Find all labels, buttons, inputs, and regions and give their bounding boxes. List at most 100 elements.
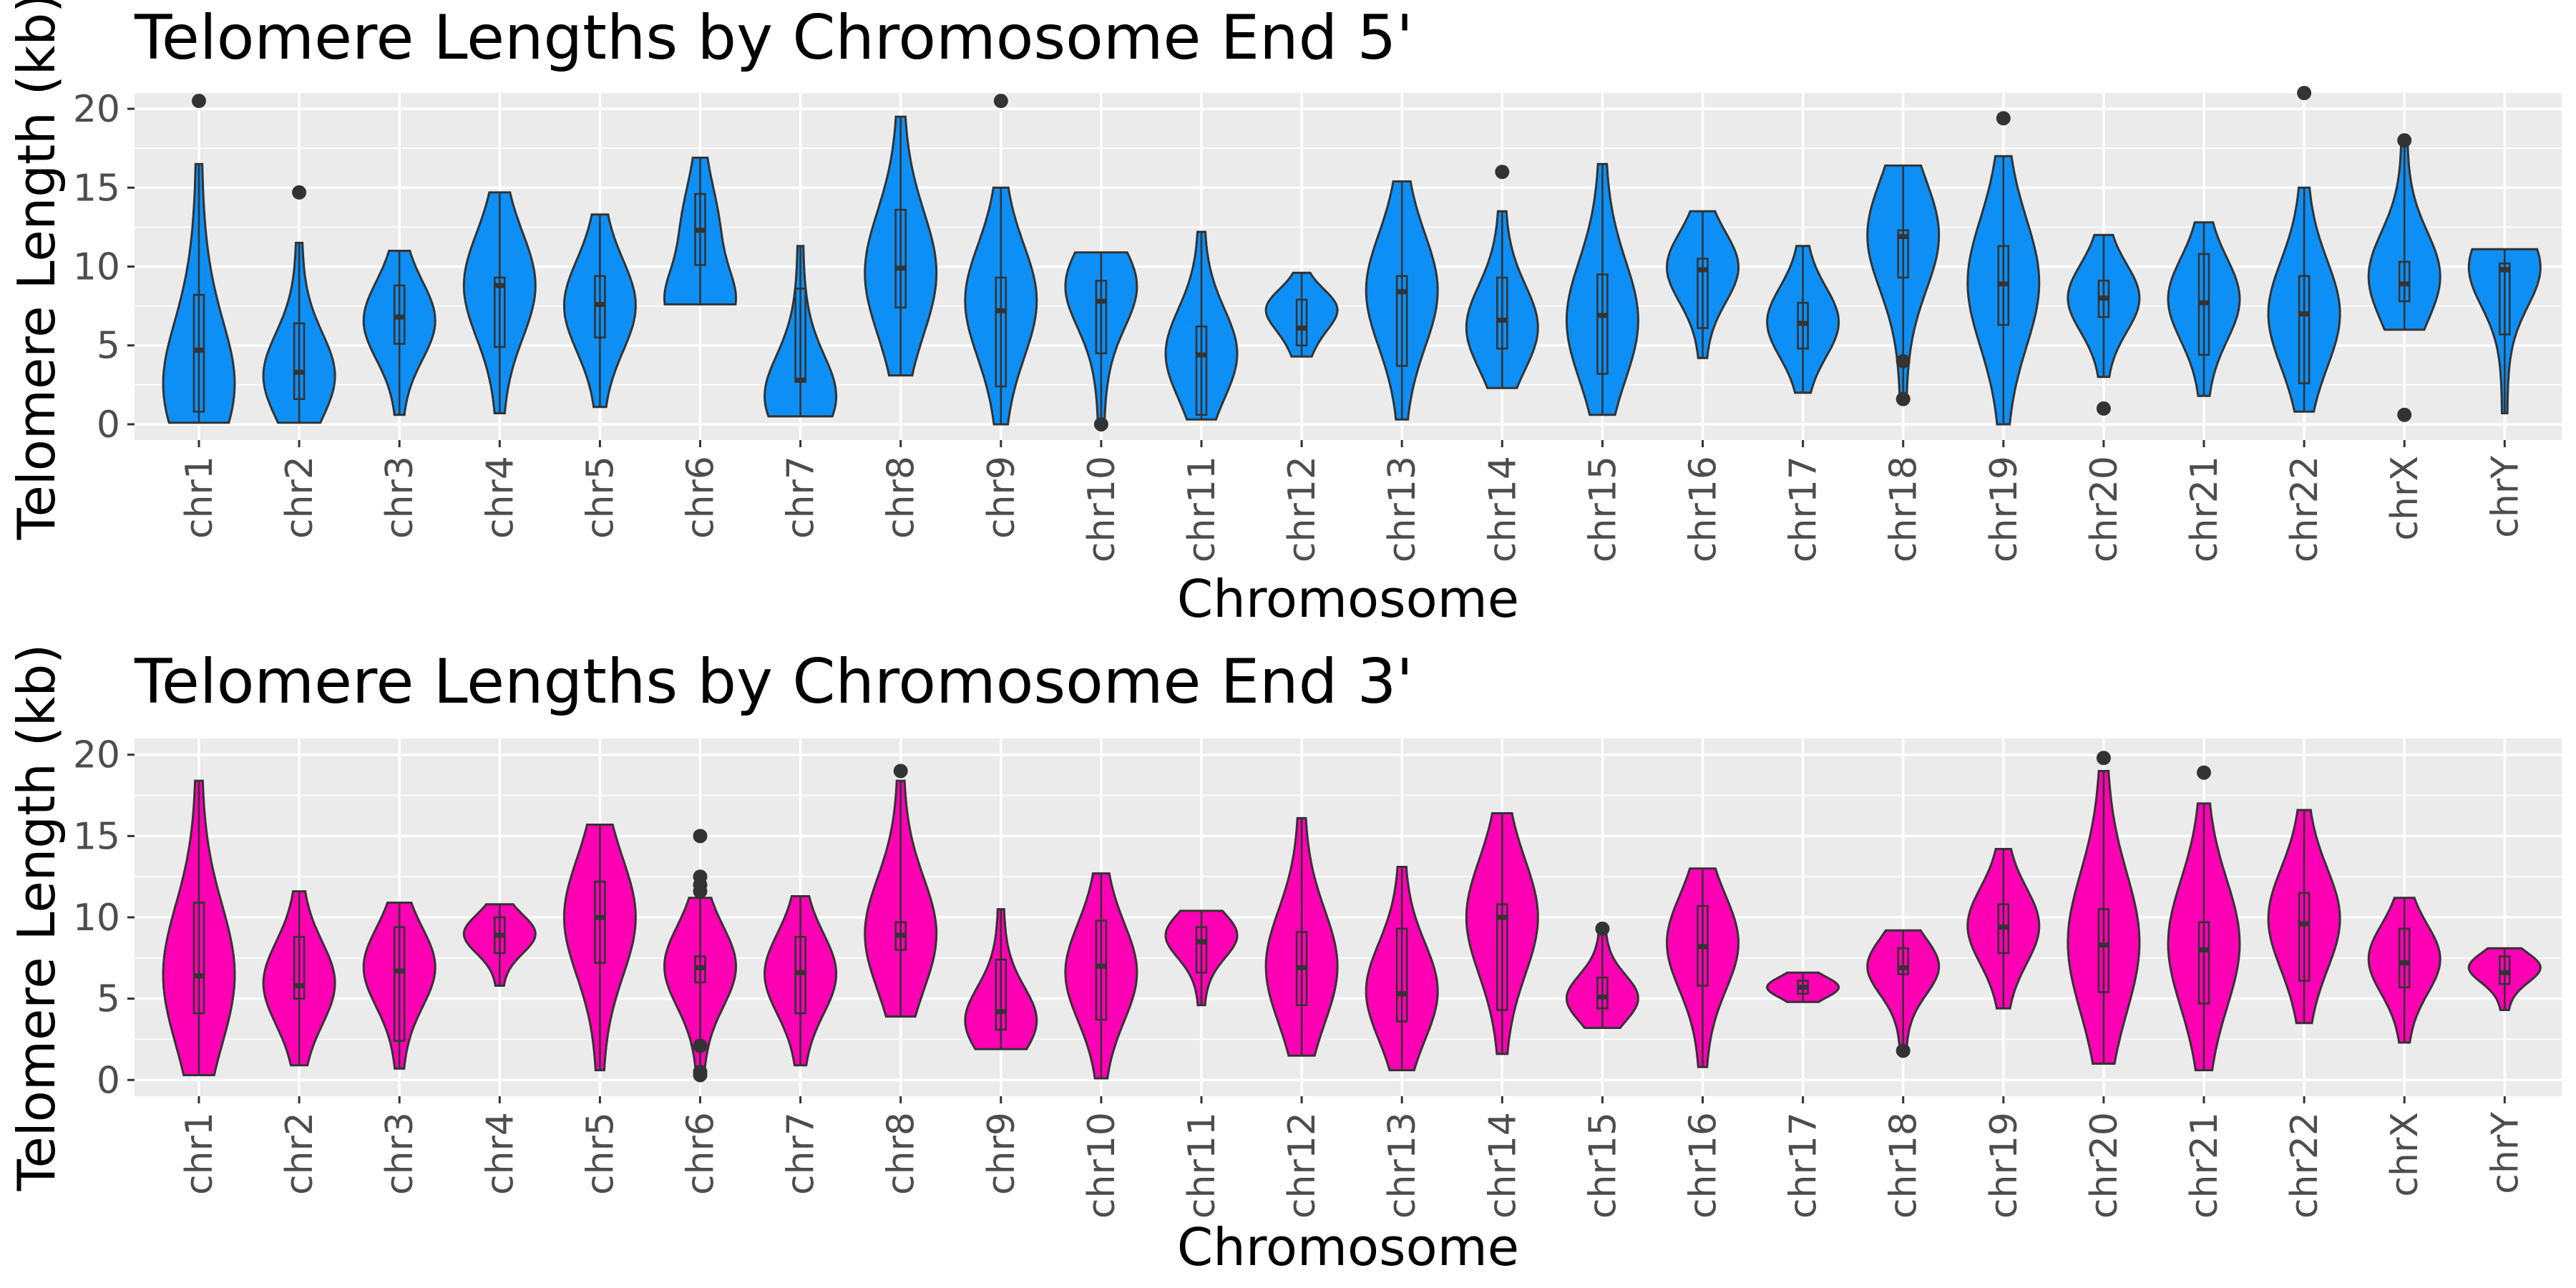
x-tick-label: chr2 [278, 1112, 321, 1195]
violin-group-chr2-5prime [262, 185, 336, 424]
violin-group-chr14-3prime [1465, 812, 1539, 1055]
x-tick-label: chr18 [1883, 456, 1926, 562]
box-chr9 [995, 276, 1008, 388]
outlier-point [2096, 751, 2111, 766]
y-tick-label: 5 [97, 978, 120, 1021]
x-tick-label: chr12 [1281, 1112, 1324, 1219]
violin-group-chr3-5prime [362, 250, 436, 416]
box-chr13 [1395, 927, 1408, 1023]
x-tick-label: chr20 [2083, 456, 2126, 562]
chart-title-5prime: Telomere Lengths by Chromosome End 5' [134, 2, 1413, 74]
violin-group-chr20-3prime [2067, 751, 2141, 1065]
outlier-point [693, 829, 708, 844]
x-tick-label: chr4 [479, 456, 522, 539]
violin-group-chr7-3prime [763, 895, 838, 1067]
x-tick-label: chr6 [680, 456, 723, 539]
outlier-point [2397, 407, 2412, 422]
y-tick-label: 5 [97, 325, 120, 368]
x-tick-label: chr8 [880, 1112, 923, 1195]
violin-group-chr13-3prime [1365, 866, 1439, 1072]
x-tick-label: chr17 [1782, 456, 1825, 562]
violin-group-chr8-5prime [864, 115, 938, 377]
y-tick-label: 0 [97, 1059, 120, 1102]
violin-group-chr17-5prime [1766, 245, 1840, 394]
violin-group-chr18-5prime [1866, 164, 1941, 406]
x-tick-label: chr13 [1381, 1112, 1424, 1219]
outlier-point [1093, 416, 1108, 431]
box-chr8 [894, 208, 907, 309]
box-chrX [2398, 927, 2411, 989]
x-tick-label: chr9 [980, 456, 1023, 539]
box-chr18 [1897, 947, 1909, 975]
x-tick-label: chr15 [1581, 456, 1624, 562]
chart-panel-5prime: Telomere Lengths by Chromosome End 5' 0 5… [6, 0, 2562, 629]
x-tick-label: chr20 [2083, 1112, 2126, 1219]
box-chr13 [1395, 275, 1408, 367]
x-tick-label: chr10 [1080, 456, 1123, 562]
outlier-point [1896, 1043, 1911, 1058]
x-tick-label: chr14 [1481, 1112, 1524, 1219]
x-axis-title-5prime: Chromosome [1177, 569, 1519, 629]
outlier-point [2297, 86, 2312, 100]
outlier-point [693, 1064, 708, 1079]
x-tick-label: chr16 [1682, 1112, 1725, 1219]
outlier-point [1495, 165, 1510, 180]
violin-group-chr17-3prime [1766, 971, 1840, 1003]
box-chr10 [1095, 280, 1108, 355]
outlier-point [993, 94, 1008, 109]
x-tick-label: chr22 [2283, 456, 2326, 562]
x-tick-label: chr1 [178, 1112, 221, 1195]
violin-group-chr10-5prime [1064, 251, 1138, 431]
violin-group-chr21-3prime [2167, 765, 2241, 1072]
violin-group-chr6-5prime [663, 156, 738, 306]
violin-group-chr15-3prime [1565, 921, 1639, 1029]
x-tick-label: chr17 [1782, 1112, 1825, 1219]
violin-group-chr4-3prime [462, 903, 537, 987]
x-tick-label: chr2 [278, 456, 321, 539]
box-chr5 [594, 880, 606, 964]
box-chr4 [493, 276, 506, 348]
x-tick-label: chr3 [379, 1112, 421, 1195]
x-tick-label: chr9 [980, 1112, 1023, 1195]
x-tick-label: chr11 [1181, 1112, 1224, 1219]
box-chr3 [393, 926, 406, 1043]
violin-group-chr9-5prime [964, 94, 1038, 426]
x-tick-label: chrX [2384, 456, 2426, 541]
violin-group-chr5-3prime [562, 824, 637, 1072]
box-chr22 [2298, 275, 2311, 384]
x-tick-label: chr8 [880, 456, 923, 539]
x-tick-label: chr21 [2183, 456, 2226, 562]
violin-group-chr5-5prime [562, 213, 637, 409]
violin-group-chr3-3prime [362, 902, 436, 1070]
violin-group-chr1-5prime [162, 94, 236, 424]
outlier-point [2096, 401, 2111, 416]
x-tick-label: chr15 [1581, 1112, 1624, 1219]
x-axis-title-3prime: Chromosome [1177, 1217, 1519, 1277]
violin-group-chrX-5prime [2367, 133, 2441, 422]
outlier-point [893, 763, 908, 779]
violin-group-chr14-5prime [1465, 165, 1539, 389]
box-chr14 [1496, 276, 1508, 350]
violin-group-chr19-3prime [1966, 848, 2041, 1010]
outlier-point [1595, 921, 1610, 936]
violin-group-chrY-5prime [2467, 248, 2542, 414]
x-axis-ticks-3prime: chr1 chr2 chr3 chr4 chr5 chr6 chr7 chr8 chr9 chr1… [178, 1096, 2527, 1219]
violin-group-chr11-5prime [1164, 230, 1239, 421]
box-chr12 [1295, 298, 1308, 347]
x-tick-label: chr1 [178, 456, 221, 539]
y-tick-label: 20 [73, 88, 120, 131]
violin-group-chrX-3prime [2367, 897, 2441, 1044]
violin-group-chr11-3prime [1164, 909, 1239, 1007]
outlier-point [693, 869, 708, 884]
box-chr14 [1496, 903, 1508, 1011]
box-chr10 [1095, 919, 1108, 1021]
violin-group-chrY-3prime [2467, 947, 2542, 1011]
chart-panel-3prime: Telomere Lengths by Chromosome End 3' 0 5… [6, 644, 2562, 1277]
violin-group-chr12-5prime [1264, 271, 1339, 358]
x-tick-label: chr18 [1883, 1112, 1926, 1219]
outlier-point [192, 94, 206, 109]
violin-group-chr13-5prime [1365, 180, 1439, 421]
y-axis-ticks-5prime: 0 5 10 15 20 [73, 88, 135, 447]
violins-3prime [162, 751, 2542, 1083]
